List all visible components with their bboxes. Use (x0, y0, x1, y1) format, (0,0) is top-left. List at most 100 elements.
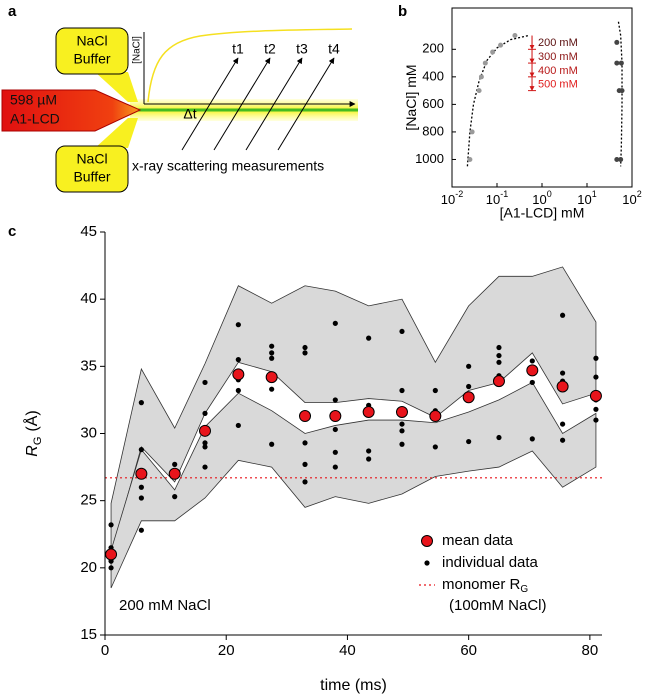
data-point (235, 422, 241, 429)
mean-point (329, 410, 342, 423)
tick-exponent: 2 (637, 189, 642, 199)
buffer-label: NaCl (76, 33, 107, 49)
data-point (399, 328, 405, 335)
y-tick-label: 800 (422, 123, 444, 138)
panel-label: b (398, 3, 407, 20)
data-point (172, 461, 178, 467)
data-point (332, 449, 338, 455)
buffer-label: Buffer (73, 51, 110, 67)
data-point (469, 129, 475, 135)
mean-point (299, 410, 312, 423)
y-axis-label: [NaCl] mM (403, 64, 419, 130)
data-point (332, 397, 338, 403)
data-point (366, 335, 372, 341)
data-point (108, 522, 114, 528)
x-axis-label: [A1-LCD] mM (500, 205, 585, 221)
delta-label: Δt (183, 106, 196, 122)
x-tick-label: 10-1 (486, 189, 508, 207)
data-point (302, 440, 308, 446)
data-point (614, 60, 620, 66)
tick-base: 10 (622, 192, 636, 207)
data-point (366, 456, 372, 462)
y-tick-label: 35 (80, 357, 97, 374)
x-tick-label: 20 (218, 642, 235, 659)
band (110, 381, 597, 589)
y-tick-label: 45 (80, 223, 97, 240)
data-point (490, 49, 496, 55)
buffer-label: NaCl (76, 151, 107, 167)
data-point (302, 344, 308, 351)
time-arrow (277, 57, 335, 151)
mean-point (105, 548, 118, 561)
data-point (496, 352, 502, 359)
data-point (138, 400, 144, 406)
buffer-label: Buffer (73, 169, 110, 185)
data-point (332, 320, 338, 326)
data-point (432, 387, 438, 394)
mean-point (362, 406, 375, 419)
data-point (432, 444, 438, 450)
mean-point (462, 391, 475, 404)
data-point (496, 344, 502, 351)
data-point (529, 379, 535, 386)
data-point (618, 156, 624, 162)
data-point (138, 447, 144, 453)
tick-exponent: 0 (547, 189, 552, 199)
data-point (560, 437, 566, 443)
data-point (302, 350, 308, 356)
data-point (496, 359, 502, 365)
data-point (529, 436, 535, 442)
data-point (269, 441, 275, 447)
data-point (138, 495, 144, 501)
x-tick-label: 100 (532, 189, 551, 207)
data-point (614, 156, 620, 162)
data-point (466, 438, 472, 445)
tick-exponent: 1 (592, 189, 597, 199)
mean-point (135, 467, 148, 480)
legend-label: monomer RG (442, 576, 528, 595)
annotation-label: 300 mM (538, 51, 578, 63)
y-tick-label: 400 (422, 68, 444, 83)
mean-point (526, 364, 539, 377)
data-point (235, 322, 241, 328)
data-point (399, 441, 405, 447)
time-arrow (245, 57, 303, 151)
data-point (269, 386, 275, 392)
data-point (269, 350, 275, 356)
data-point (593, 355, 599, 361)
mean-point (556, 380, 569, 393)
plot-frame (451, 7, 633, 188)
x-tick-label: 102 (622, 189, 641, 207)
x-tick-label: 80 (582, 642, 599, 659)
y-tick-label: 20 (80, 559, 97, 576)
data-point (466, 383, 472, 390)
data-point (619, 88, 625, 94)
data-point (202, 464, 208, 470)
buffer-inlet (95, 72, 138, 102)
buffer-inlet (95, 118, 138, 148)
annotation-label: 500 mM (538, 79, 578, 91)
mean-point (492, 375, 505, 388)
y-tick-label: 1000 (415, 151, 444, 166)
mean-point (589, 389, 602, 402)
mean-point (232, 368, 245, 381)
data-point (593, 417, 599, 423)
inset-curve (147, 28, 353, 103)
data-point (614, 39, 620, 45)
y-label-text: [NaCl] mM (403, 64, 419, 130)
tick-base: 10 (577, 192, 591, 207)
panel-label: a (8, 3, 17, 20)
x-tick-label: 101 (577, 189, 596, 207)
inset-ylabel: [NaCl] (132, 36, 143, 64)
time-label: t2 (264, 41, 276, 57)
data-point (399, 387, 405, 394)
y-tick-label: 200 (422, 41, 444, 56)
data-point (466, 363, 472, 369)
y-tick-label: 15 (80, 626, 97, 643)
data-point (202, 410, 208, 416)
data-point (560, 370, 566, 376)
annotation-label: 400 mM (538, 65, 578, 77)
y-label-symbol: R (24, 445, 41, 457)
data-point (202, 440, 208, 446)
